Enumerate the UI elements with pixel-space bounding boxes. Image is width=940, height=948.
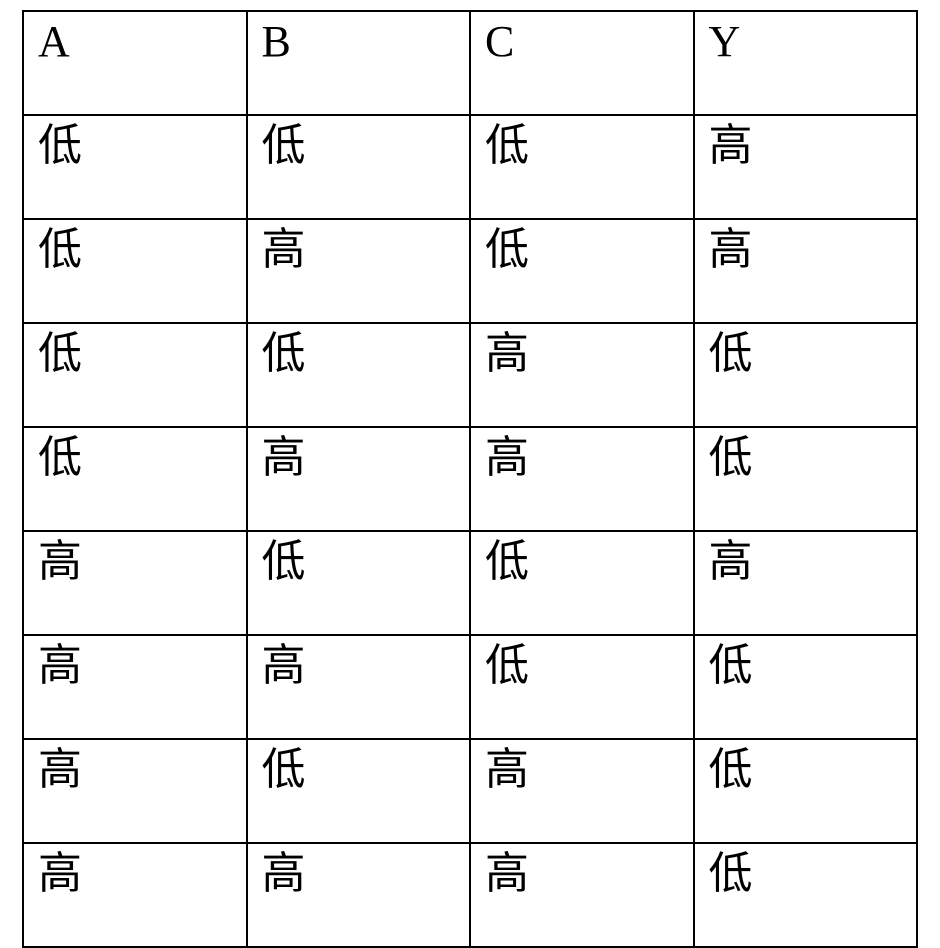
cell: 高 [23,843,247,947]
cell: 低 [694,323,918,427]
cell: 高 [23,739,247,843]
table-row: 高 低 高 低 [23,739,917,843]
col-header-B: B [247,11,471,115]
data-table: A B C Y 低 低 低 高 低 高 低 高 低 低 高 低 低 高 高 低 [22,10,918,948]
cell: 高 [247,219,471,323]
table-row: 高 高 高 低 [23,843,917,947]
cell: 低 [470,219,694,323]
table-row: 高 低 低 高 [23,531,917,635]
truth-table: A B C Y 低 低 低 高 低 高 低 高 低 低 高 低 低 高 高 低 [22,10,918,948]
table-row: 低 高 高 低 [23,427,917,531]
cell: 高 [247,427,471,531]
cell: 低 [694,843,918,947]
table-row: 低 低 高 低 [23,323,917,427]
cell: 低 [23,323,247,427]
cell: 低 [23,219,247,323]
cell: 高 [470,323,694,427]
table-row: 低 低 低 高 [23,115,917,219]
col-header-C: C [470,11,694,115]
cell: 低 [694,739,918,843]
cell: 高 [23,635,247,739]
cell: 高 [694,219,918,323]
cell: 低 [247,531,471,635]
cell: 高 [694,115,918,219]
cell: 低 [694,635,918,739]
cell: 低 [470,115,694,219]
cell: 高 [23,531,247,635]
col-header-A: A [23,11,247,115]
cell: 高 [247,843,471,947]
cell: 高 [247,635,471,739]
cell: 低 [694,427,918,531]
cell: 低 [247,323,471,427]
cell: 低 [247,739,471,843]
cell: 高 [470,427,694,531]
table-row: 低 高 低 高 [23,219,917,323]
table-row: 高 高 低 低 [23,635,917,739]
cell: 高 [470,843,694,947]
cell: 低 [470,531,694,635]
cell: 低 [23,427,247,531]
cell: 高 [694,531,918,635]
cell: 低 [470,635,694,739]
col-header-Y: Y [694,11,918,115]
cell: 低 [23,115,247,219]
cell: 低 [247,115,471,219]
table-header-row: A B C Y [23,11,917,115]
cell: 高 [470,739,694,843]
